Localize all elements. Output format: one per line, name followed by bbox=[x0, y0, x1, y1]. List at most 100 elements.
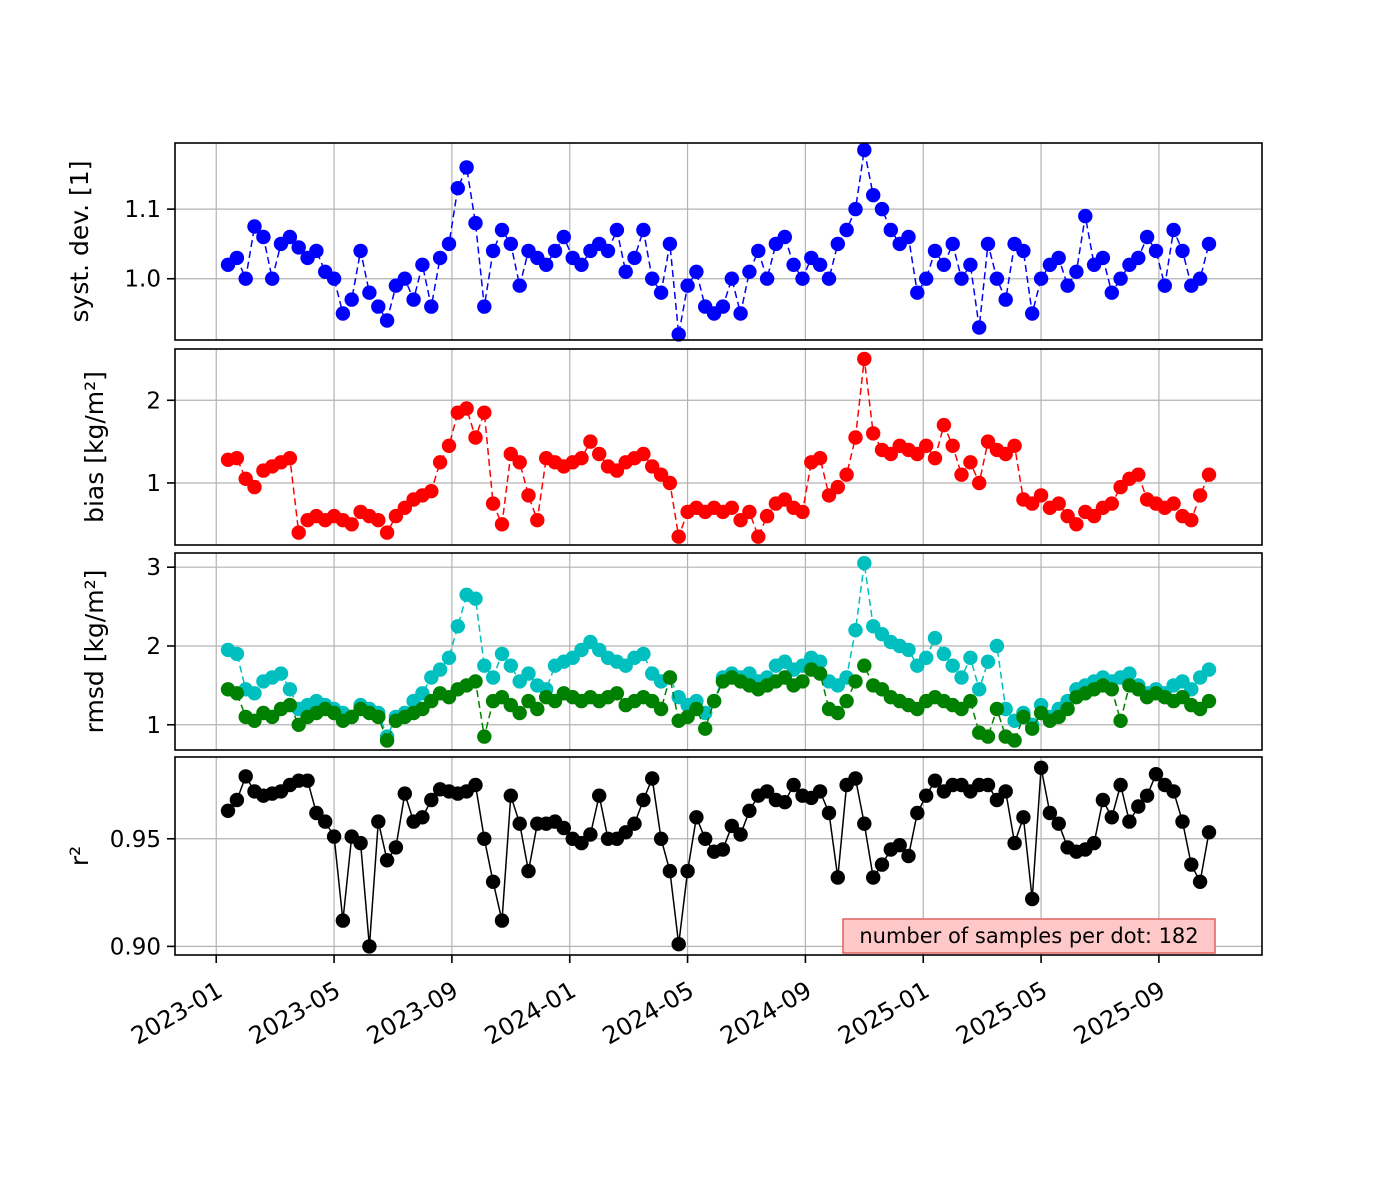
r-squared-point bbox=[812, 784, 828, 799]
r-squared-point bbox=[424, 792, 439, 808]
bias-point bbox=[441, 438, 457, 453]
rmsd-total-point bbox=[927, 630, 943, 646]
annotation-box: number of samples per dot: 182 bbox=[842, 918, 1216, 954]
x-tick-label: 2024-05 bbox=[598, 976, 699, 1050]
r-squared-point bbox=[848, 771, 863, 786]
rmsd-debiased-point bbox=[1104, 682, 1120, 697]
rmsd-total-point bbox=[273, 666, 289, 681]
y-axis-label-r2: r² bbox=[65, 846, 94, 866]
syst-dev-point bbox=[247, 219, 262, 234]
r-squared-point bbox=[698, 831, 713, 846]
bias-point bbox=[927, 451, 943, 466]
r-squared-point bbox=[494, 913, 510, 928]
r-squared-point bbox=[353, 835, 368, 851]
rmsd-debiased-point bbox=[963, 693, 978, 709]
syst-dev-point bbox=[424, 299, 439, 314]
syst-dev-point bbox=[291, 240, 306, 255]
r-squared-point bbox=[477, 831, 492, 846]
r-squared-point bbox=[636, 792, 651, 808]
syst-dev-point bbox=[742, 264, 757, 279]
r-squared-point bbox=[892, 838, 907, 853]
syst-dev-point bbox=[477, 299, 492, 314]
syst-dev-point bbox=[627, 250, 642, 266]
y-tick-label: 1 bbox=[146, 471, 161, 497]
r-squared-point bbox=[1033, 760, 1049, 775]
rmsd-debiased-point bbox=[1201, 693, 1217, 709]
syst-dev-point bbox=[1201, 236, 1217, 252]
syst-dev-point bbox=[689, 264, 704, 279]
syst-dev-point bbox=[662, 236, 678, 252]
r-squared-point bbox=[989, 792, 1005, 808]
bias-line bbox=[227, 358, 1210, 540]
syst-dev-point bbox=[945, 236, 960, 252]
bias-point bbox=[963, 455, 978, 470]
syst-dev-point bbox=[1069, 264, 1084, 279]
rmsd-total-point bbox=[919, 650, 934, 665]
bias-point bbox=[1192, 488, 1208, 503]
syst-dev-point bbox=[1139, 229, 1155, 245]
y-tick-label: 0.95 bbox=[110, 827, 161, 853]
syst-dev-point bbox=[795, 271, 810, 286]
syst-dev-point bbox=[468, 215, 483, 231]
r-squared-point bbox=[1175, 814, 1190, 829]
bias-point bbox=[485, 496, 501, 511]
r-squared-point bbox=[521, 863, 536, 879]
r-squared-point bbox=[379, 853, 395, 868]
syst-dev-point bbox=[919, 271, 934, 286]
r-squared-point bbox=[724, 818, 739, 834]
rmsd-total-point bbox=[485, 670, 501, 685]
r-squared-point bbox=[653, 831, 669, 846]
rmsd-debiased-point bbox=[689, 701, 704, 717]
bias-point bbox=[857, 351, 872, 367]
bias-point bbox=[1184, 513, 1199, 528]
syst-dev-point bbox=[866, 188, 881, 203]
rmsd-total-point bbox=[848, 623, 863, 638]
syst-dev-point bbox=[874, 201, 890, 217]
bias-point bbox=[919, 438, 934, 453]
r-squared-point bbox=[901, 848, 916, 864]
r-squared-point bbox=[1139, 788, 1155, 803]
r-squared-point bbox=[1166, 784, 1181, 799]
bias-point bbox=[839, 467, 854, 482]
y-tick-label: 0.90 bbox=[110, 934, 161, 960]
r-squared-point bbox=[1086, 835, 1102, 851]
y-axis-label-rmsd: rmsd [kg/m²] bbox=[80, 570, 109, 734]
r-squared-point bbox=[1016, 810, 1031, 825]
rmsd-debiased-point bbox=[812, 666, 828, 681]
r-squared-point bbox=[866, 870, 881, 885]
r-squared-point bbox=[503, 788, 518, 803]
r-squared-point bbox=[1131, 799, 1146, 814]
syst-dev-point bbox=[989, 271, 1005, 286]
r-squared-point bbox=[830, 870, 845, 885]
syst-dev-point bbox=[265, 271, 280, 286]
bias-point bbox=[936, 417, 952, 433]
bias-point bbox=[371, 513, 386, 528]
bias-point bbox=[459, 401, 474, 416]
syst-dev-point bbox=[724, 271, 739, 286]
rmsd-total-point bbox=[857, 556, 872, 571]
rmsd-debiased-point bbox=[1016, 709, 1031, 725]
bias-point bbox=[1104, 496, 1120, 511]
rmsd-debiased-point bbox=[698, 721, 713, 736]
bias-point bbox=[574, 451, 589, 466]
syst-dev-point bbox=[1113, 271, 1128, 286]
rmsd-debiased-point bbox=[1060, 701, 1075, 717]
x-tick-label: 2024-09 bbox=[716, 976, 817, 1050]
rmsd-total-point bbox=[432, 662, 448, 677]
r-squared-point bbox=[680, 863, 695, 879]
bias-point bbox=[848, 430, 863, 445]
x-tick-label: 2025-01 bbox=[833, 976, 934, 1050]
r-squared-point bbox=[927, 773, 943, 788]
bias-point bbox=[954, 467, 969, 482]
syst-dev-point bbox=[910, 285, 925, 300]
rmsd-total-point bbox=[229, 646, 245, 662]
y-tick-label: 1.0 bbox=[124, 267, 161, 293]
rmsd-total-point bbox=[954, 670, 969, 685]
r-squared-point bbox=[919, 788, 934, 803]
r-squared-point bbox=[1095, 792, 1111, 808]
r-squared-point bbox=[689, 810, 704, 825]
rmsd-total-point bbox=[1122, 666, 1137, 681]
syst-dev-point bbox=[1131, 250, 1146, 266]
r-squared-point bbox=[759, 784, 775, 799]
